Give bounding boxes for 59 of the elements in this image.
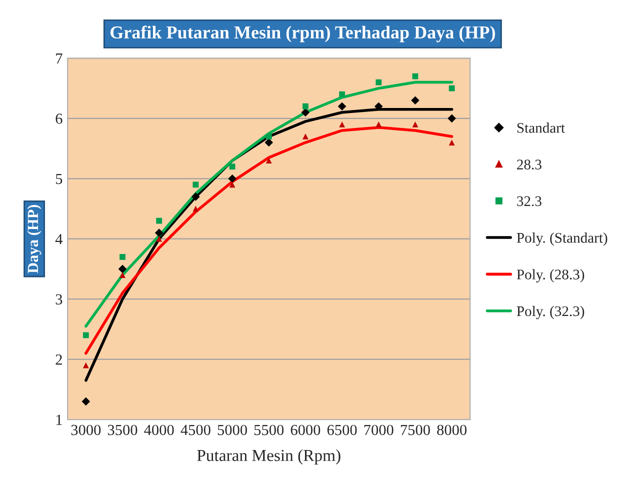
point (228, 174, 236, 183)
point (411, 96, 420, 105)
legend-label: Poly. (28.3) (516, 269, 584, 282)
point (448, 85, 455, 92)
y-tick-label: 4 (55, 234, 63, 244)
point (229, 182, 236, 188)
x-tick-label: 7000 (364, 424, 394, 436)
legend-label: Standart (517, 122, 565, 133)
legend-label: Poly. (32.3) (516, 306, 584, 320)
y-tick-label: 6 (56, 114, 62, 124)
legend-label: 28.3 (517, 160, 542, 170)
x-tick-label: 6500 (327, 424, 357, 436)
y-tick-label: 3 (56, 294, 62, 305)
point (156, 236, 162, 242)
point (302, 103, 308, 110)
legend-label: Poly. (Standart) (516, 232, 608, 246)
x-tick-label: 8000 (437, 424, 467, 436)
point (266, 134, 272, 140)
x-axis-title: Putaran Mesin (Rpm) (197, 449, 340, 464)
point (82, 397, 90, 406)
x-tick-label: 3500 (108, 424, 138, 436)
line-series (84, 80, 454, 328)
point (192, 182, 199, 188)
legend-label: 32.3 (517, 196, 542, 206)
x-tick-label: 7500 (400, 424, 430, 436)
point (192, 206, 199, 212)
point (266, 158, 272, 164)
y-tick-label: 2 (56, 354, 62, 365)
y-tick-label: 7 (56, 53, 62, 64)
point (338, 102, 346, 111)
point (192, 192, 200, 201)
point (82, 362, 89, 368)
x-tick-label: 5500 (254, 424, 284, 436)
chart-title: Grafik Putaran Mesin (rpm) Terhadap Daya (HP) (110, 26, 495, 42)
y-tick-label: 1 (56, 414, 62, 425)
point (448, 114, 456, 123)
x-tick-label: 6000 (290, 424, 320, 436)
point (376, 121, 382, 128)
x-tick-label: 3000 (71, 424, 101, 436)
point (302, 134, 308, 140)
point (412, 121, 418, 128)
point (301, 108, 310, 117)
point (339, 121, 345, 128)
y-axis-title: Daya (HP) (27, 204, 42, 274)
point (339, 91, 345, 98)
y-tick-label: 5 (56, 174, 62, 184)
point (376, 79, 382, 86)
x-tick-label: 4500 (180, 424, 210, 436)
point (82, 332, 89, 338)
point (264, 138, 274, 147)
point (448, 140, 455, 146)
point (156, 218, 162, 224)
point (120, 272, 126, 278)
point (229, 164, 236, 170)
point (118, 264, 127, 274)
point (154, 228, 164, 238)
point (120, 254, 126, 260)
x-tick-label: 5000 (218, 424, 247, 436)
x-tick-label: 4000 (144, 424, 174, 436)
